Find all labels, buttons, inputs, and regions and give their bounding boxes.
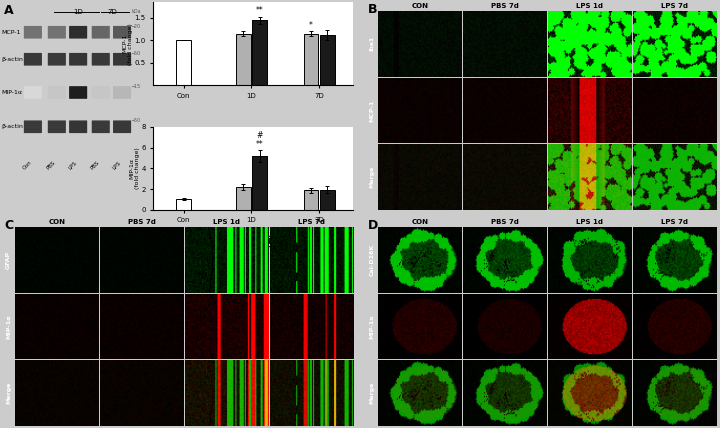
Text: β-actin: β-actin (1, 57, 23, 62)
Text: LPS: LPS (68, 160, 78, 170)
Text: MIP-1α: MIP-1α (1, 90, 22, 95)
Text: PBS: PBS (46, 160, 57, 171)
Bar (252, 156, 267, 210)
Bar (176, 40, 192, 85)
Text: CON: CON (412, 3, 428, 9)
Text: LPS 1d: LPS 1d (576, 219, 603, 225)
Text: LPS 7d: LPS 7d (661, 219, 688, 225)
Text: D: D (368, 219, 378, 232)
Text: kDa: kDa (131, 9, 141, 15)
FancyBboxPatch shape (48, 86, 66, 99)
Text: ─50: ─50 (131, 118, 140, 123)
Bar (236, 187, 251, 210)
Text: ─50: ─50 (131, 51, 140, 56)
Text: C: C (4, 219, 14, 232)
FancyBboxPatch shape (69, 26, 87, 39)
Text: PBS: PBS (90, 160, 101, 171)
Bar (176, 199, 192, 210)
Text: LPS 7d: LPS 7d (661, 3, 688, 9)
Bar (320, 35, 335, 85)
FancyBboxPatch shape (48, 26, 66, 39)
FancyBboxPatch shape (91, 26, 110, 39)
Text: LPS: LPS (112, 160, 122, 170)
Text: LPS 7d: LPS 7d (298, 219, 325, 225)
FancyBboxPatch shape (24, 120, 42, 133)
Text: GFAP: GFAP (6, 251, 11, 269)
FancyBboxPatch shape (69, 53, 87, 65)
Text: LPS 1d: LPS 1d (213, 219, 240, 225)
FancyBboxPatch shape (113, 86, 131, 99)
FancyBboxPatch shape (113, 120, 131, 133)
Text: Merge: Merge (369, 166, 374, 188)
FancyBboxPatch shape (91, 53, 110, 65)
Text: **: ** (256, 6, 264, 15)
Text: LPS 1d: LPS 1d (576, 3, 603, 9)
Text: A: A (4, 4, 13, 17)
FancyBboxPatch shape (69, 86, 87, 99)
FancyBboxPatch shape (91, 120, 110, 133)
FancyBboxPatch shape (24, 26, 42, 39)
Text: Cal-D28K: Cal-D28K (369, 244, 374, 276)
Y-axis label: MIP-1α
(fold change): MIP-1α (fold change) (129, 147, 140, 189)
Legend: Con, PBS, LPS: Con, PBS, LPS (219, 236, 287, 246)
FancyBboxPatch shape (113, 53, 131, 65)
Text: MIP-1α: MIP-1α (369, 314, 374, 339)
Text: PBS 7d: PBS 7d (491, 219, 519, 225)
Y-axis label: MCP-1
(fold change): MCP-1 (fold change) (122, 23, 133, 65)
Text: MCP-1: MCP-1 (369, 99, 374, 122)
Text: 1D: 1D (73, 9, 83, 15)
Text: CON: CON (48, 219, 66, 225)
Text: Merge: Merge (369, 382, 374, 404)
Bar (304, 33, 318, 85)
Text: #
**: # ** (256, 131, 264, 149)
Text: MIP-1α: MIP-1α (6, 314, 11, 339)
FancyBboxPatch shape (91, 86, 110, 99)
Text: *: * (309, 21, 313, 30)
Text: MCP-1: MCP-1 (1, 30, 20, 35)
Text: ─20: ─20 (131, 24, 140, 29)
FancyBboxPatch shape (48, 53, 66, 65)
Text: CON: CON (412, 219, 428, 225)
Bar (236, 33, 251, 85)
Bar (320, 190, 335, 210)
Text: Merge: Merge (6, 382, 11, 404)
Text: PBS 7d: PBS 7d (127, 219, 156, 225)
FancyBboxPatch shape (24, 86, 42, 99)
FancyBboxPatch shape (69, 120, 87, 133)
FancyBboxPatch shape (48, 120, 66, 133)
Text: β-actin: β-actin (1, 124, 23, 129)
Text: ─15: ─15 (131, 84, 140, 89)
FancyBboxPatch shape (24, 53, 42, 65)
Text: Con: Con (22, 160, 33, 171)
Text: PBS 7d: PBS 7d (491, 3, 519, 9)
Text: Iba1: Iba1 (369, 36, 374, 51)
Text: B: B (368, 3, 377, 16)
FancyBboxPatch shape (113, 26, 131, 39)
Bar (252, 20, 267, 85)
Bar (304, 190, 318, 210)
Text: 7D: 7D (108, 9, 117, 15)
